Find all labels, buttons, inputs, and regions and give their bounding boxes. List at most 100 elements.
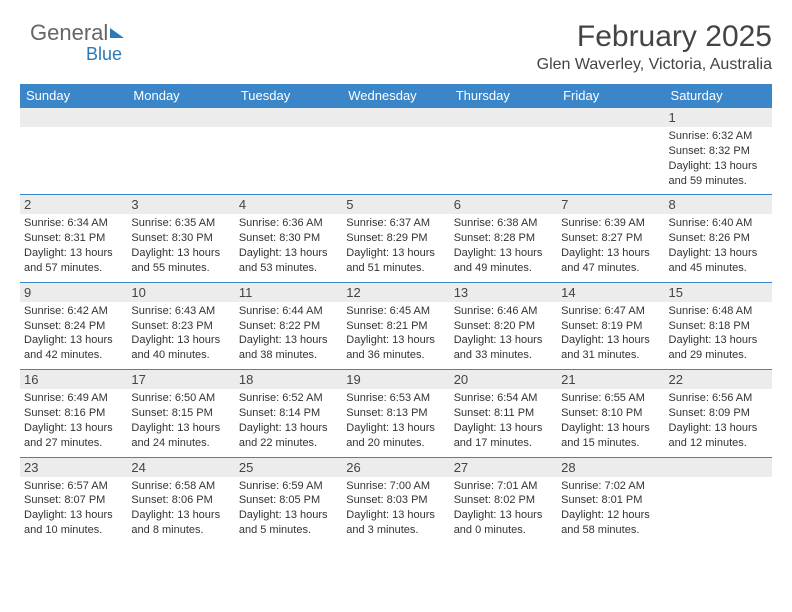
daylight-text: Daylight: 13 hours and 31 minutes. — [561, 333, 660, 363]
daylight-text: Daylight: 13 hours and 15 minutes. — [561, 421, 660, 451]
calendar-cell: 22Sunrise: 6:56 AMSunset: 8:09 PMDayligh… — [665, 370, 772, 457]
day-number: 1 — [665, 108, 772, 127]
daylight-text: Daylight: 13 hours and 55 minutes. — [131, 246, 230, 276]
sunset-text: Sunset: 8:14 PM — [239, 406, 338, 421]
daylight-text: Daylight: 13 hours and 0 minutes. — [454, 508, 553, 538]
day-number: 20 — [450, 370, 557, 389]
daylight-text: Daylight: 13 hours and 24 minutes. — [131, 421, 230, 451]
day-header: Saturday — [665, 84, 772, 108]
day-number: 12 — [342, 283, 449, 302]
day-info: Sunrise: 6:57 AMSunset: 8:07 PMDaylight:… — [20, 477, 127, 544]
day-info: Sunrise: 6:42 AMSunset: 8:24 PMDaylight:… — [20, 302, 127, 369]
daylight-text: Daylight: 13 hours and 27 minutes. — [24, 421, 123, 451]
daylight-text: Daylight: 13 hours and 59 minutes. — [669, 159, 768, 189]
brand-triangle-icon — [110, 28, 124, 38]
sunrise-text: Sunrise: 6:55 AM — [561, 391, 660, 406]
day-number: 8 — [665, 195, 772, 214]
sunset-text: Sunset: 8:07 PM — [24, 493, 123, 508]
sunrise-text: Sunrise: 6:53 AM — [346, 391, 445, 406]
sunrise-text: Sunrise: 6:47 AM — [561, 304, 660, 319]
empty-info — [342, 127, 449, 183]
empty-info — [20, 127, 127, 183]
sunset-text: Sunset: 8:29 PM — [346, 231, 445, 246]
daylight-text: Daylight: 13 hours and 8 minutes. — [131, 508, 230, 538]
empty-info — [450, 127, 557, 183]
sunset-text: Sunset: 8:02 PM — [454, 493, 553, 508]
day-info: Sunrise: 6:59 AMSunset: 8:05 PMDaylight:… — [235, 477, 342, 544]
daylight-text: Daylight: 13 hours and 51 minutes. — [346, 246, 445, 276]
sunset-text: Sunset: 8:09 PM — [669, 406, 768, 421]
daylight-text: Daylight: 13 hours and 36 minutes. — [346, 333, 445, 363]
sunset-text: Sunset: 8:03 PM — [346, 493, 445, 508]
empty-cell — [127, 108, 234, 127]
day-number: 16 — [20, 370, 127, 389]
day-info: Sunrise: 6:53 AMSunset: 8:13 PMDaylight:… — [342, 389, 449, 456]
sunrise-text: Sunrise: 6:58 AM — [131, 479, 230, 494]
day-info: Sunrise: 6:45 AMSunset: 8:21 PMDaylight:… — [342, 302, 449, 369]
sunrise-text: Sunrise: 6:46 AM — [454, 304, 553, 319]
sunrise-text: Sunrise: 6:45 AM — [346, 304, 445, 319]
calendar-cell: 10Sunrise: 6:43 AMSunset: 8:23 PMDayligh… — [127, 282, 234, 369]
sunset-text: Sunset: 8:16 PM — [24, 406, 123, 421]
day-header: Sunday — [20, 84, 127, 108]
day-number: 22 — [665, 370, 772, 389]
sunrise-text: Sunrise: 6:38 AM — [454, 216, 553, 231]
sunset-text: Sunset: 8:01 PM — [561, 493, 660, 508]
day-header: Wednesday — [342, 84, 449, 108]
sunrise-text: Sunrise: 6:36 AM — [239, 216, 338, 231]
daylight-text: Daylight: 13 hours and 33 minutes. — [454, 333, 553, 363]
daylight-text: Daylight: 13 hours and 22 minutes. — [239, 421, 338, 451]
calendar-cell: 18Sunrise: 6:52 AMSunset: 8:14 PMDayligh… — [235, 370, 342, 457]
calendar-cell — [20, 108, 127, 195]
day-number: 14 — [557, 283, 664, 302]
calendar-cell — [127, 108, 234, 195]
sunset-text: Sunset: 8:06 PM — [131, 493, 230, 508]
day-number: 7 — [557, 195, 664, 214]
empty-info — [665, 477, 772, 533]
day-number: 13 — [450, 283, 557, 302]
daylight-text: Daylight: 13 hours and 53 minutes. — [239, 246, 338, 276]
sunrise-text: Sunrise: 6:34 AM — [24, 216, 123, 231]
day-info: Sunrise: 6:38 AMSunset: 8:28 PMDaylight:… — [450, 214, 557, 281]
sunrise-text: Sunrise: 7:02 AM — [561, 479, 660, 494]
sunrise-text: Sunrise: 6:39 AM — [561, 216, 660, 231]
day-info: Sunrise: 6:46 AMSunset: 8:20 PMDaylight:… — [450, 302, 557, 369]
day-info: Sunrise: 6:44 AMSunset: 8:22 PMDaylight:… — [235, 302, 342, 369]
daylight-text: Daylight: 13 hours and 42 minutes. — [24, 333, 123, 363]
empty-cell — [665, 458, 772, 477]
sunset-text: Sunset: 8:05 PM — [239, 493, 338, 508]
calendar-cell: 12Sunrise: 6:45 AMSunset: 8:21 PMDayligh… — [342, 282, 449, 369]
sunset-text: Sunset: 8:30 PM — [239, 231, 338, 246]
day-number: 15 — [665, 283, 772, 302]
day-info: Sunrise: 6:49 AMSunset: 8:16 PMDaylight:… — [20, 389, 127, 456]
day-number: 19 — [342, 370, 449, 389]
sunset-text: Sunset: 8:20 PM — [454, 319, 553, 334]
day-number: 21 — [557, 370, 664, 389]
daylight-text: Daylight: 13 hours and 5 minutes. — [239, 508, 338, 538]
sunrise-text: Sunrise: 6:59 AM — [239, 479, 338, 494]
day-info: Sunrise: 7:01 AMSunset: 8:02 PMDaylight:… — [450, 477, 557, 544]
page-title: February 2025 — [20, 20, 772, 54]
sunrise-text: Sunrise: 6:43 AM — [131, 304, 230, 319]
calendar-cell: 28Sunrise: 7:02 AMSunset: 8:01 PMDayligh… — [557, 457, 664, 544]
day-number: 4 — [235, 195, 342, 214]
daylight-text: Daylight: 13 hours and 29 minutes. — [669, 333, 768, 363]
sunset-text: Sunset: 8:13 PM — [346, 406, 445, 421]
sunset-text: Sunset: 8:15 PM — [131, 406, 230, 421]
daylight-text: Daylight: 12 hours and 58 minutes. — [561, 508, 660, 538]
day-info: Sunrise: 6:43 AMSunset: 8:23 PMDaylight:… — [127, 302, 234, 369]
daylight-text: Daylight: 13 hours and 47 minutes. — [561, 246, 660, 276]
day-info: Sunrise: 6:52 AMSunset: 8:14 PMDaylight:… — [235, 389, 342, 456]
sunrise-text: Sunrise: 6:49 AM — [24, 391, 123, 406]
day-info: Sunrise: 6:39 AMSunset: 8:27 PMDaylight:… — [557, 214, 664, 281]
empty-info — [557, 127, 664, 183]
empty-cell — [235, 108, 342, 127]
calendar-week-row: 9Sunrise: 6:42 AMSunset: 8:24 PMDaylight… — [20, 282, 772, 369]
calendar-cell: 9Sunrise: 6:42 AMSunset: 8:24 PMDaylight… — [20, 282, 127, 369]
sunset-text: Sunset: 8:11 PM — [454, 406, 553, 421]
daylight-text: Daylight: 13 hours and 57 minutes. — [24, 246, 123, 276]
calendar-cell: 19Sunrise: 6:53 AMSunset: 8:13 PMDayligh… — [342, 370, 449, 457]
day-header: Tuesday — [235, 84, 342, 108]
sunrise-text: Sunrise: 6:54 AM — [454, 391, 553, 406]
day-info: Sunrise: 6:50 AMSunset: 8:15 PMDaylight:… — [127, 389, 234, 456]
